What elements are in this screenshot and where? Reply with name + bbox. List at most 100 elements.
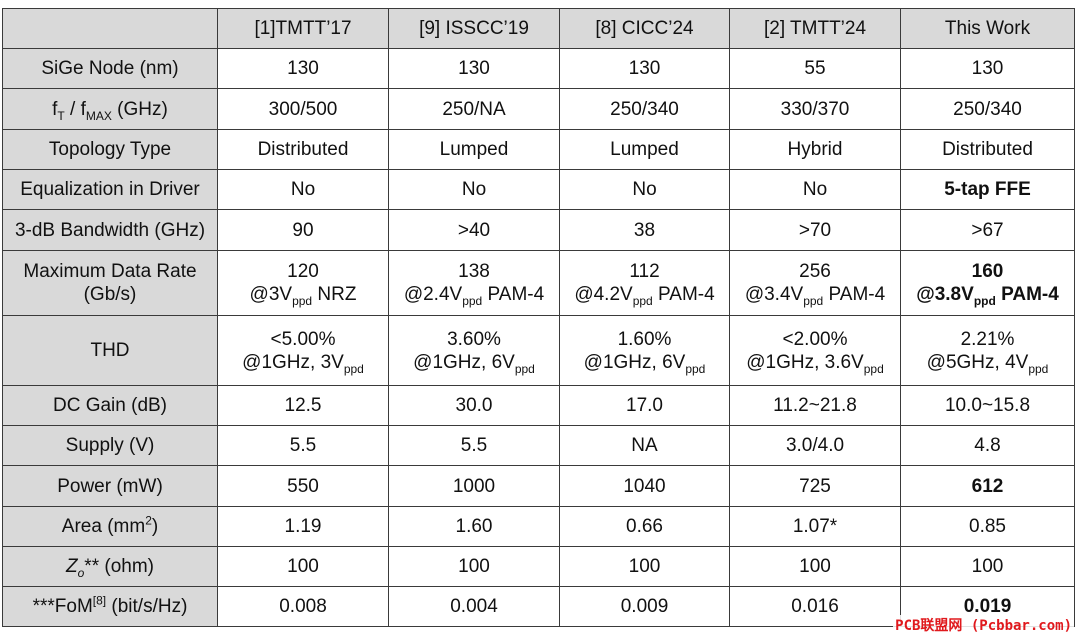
cell-line: 112 <box>629 261 660 282</box>
table-cell: 100 <box>900 546 1075 587</box>
cell-sub: ppd <box>462 293 483 308</box>
table-cell: 17.0 <box>559 385 730 426</box>
table-cell: 11.2~21.8 <box>729 385 901 426</box>
table-cell: 120 @3Vppd NRZ <box>217 250 389 316</box>
table-cell: 100 <box>217 546 389 587</box>
table-cell: 250/340 <box>900 88 1075 130</box>
table-cell-highlight: 5-tap FFE <box>900 169 1075 210</box>
table-cell-highlight: 612 <box>900 465 1075 507</box>
cell-text: PAM-4 <box>995 284 1059 305</box>
table-cell: 100 <box>388 546 560 587</box>
header-row: [1]TMTT’17 [9] ISSCC’19 [8] CICC’24 [2] … <box>2 8 1075 49</box>
cell-sub: ppd <box>292 293 313 308</box>
table-cell: 0.004 <box>388 586 560 627</box>
table-cell: 550 <box>217 465 389 507</box>
cell-text: @3.8V <box>916 284 974 305</box>
table-cell: 0.66 <box>559 506 730 547</box>
cell-text: PAM-4 <box>482 284 545 305</box>
row-label: Power (mW) <box>2 465 218 507</box>
cell-line: 120 <box>287 261 319 282</box>
table-cell: 130 <box>388 48 560 89</box>
label-line: Maximum Data Rate <box>23 261 197 282</box>
table-cell: 100 <box>559 546 730 587</box>
row-label: Area (mm2) <box>2 506 218 547</box>
table-cell: Distributed <box>900 129 1075 170</box>
corner-cell <box>2 8 218 49</box>
table-cell: 300/500 <box>217 88 389 130</box>
table-cell: 2.21% @5GHz, 4Vppd <box>900 315 1075 386</box>
table-cell: 250/NA <box>388 88 560 130</box>
table-row: fT / fMAX (GHz) 300/500 250/NA 250/340 3… <box>2 88 1075 130</box>
cell-line: @1GHz, 3.6Vppd <box>732 351 898 376</box>
table-cell: 330/370 <box>729 88 901 130</box>
cell-line: @1GHz, 3Vppd <box>220 351 386 376</box>
table-cell: 0.009 <box>559 586 730 627</box>
cell-text: @1GHz, 6V <box>583 351 686 373</box>
table-cell: 1040 <box>559 465 730 507</box>
table-cell: 0.85 <box>900 506 1075 547</box>
table-cell: Distributed <box>217 129 389 170</box>
cell-line: <5.00% <box>270 328 336 350</box>
label-sup: 2 <box>145 513 152 528</box>
label-text: ** (ohm) <box>84 556 154 577</box>
table-cell: 55 <box>729 48 901 89</box>
label-line: (Gb/s) <box>83 284 137 305</box>
cell-line: 256 <box>799 261 831 282</box>
table-cell: Lumped <box>388 129 560 170</box>
table-cell: 12.5 <box>217 385 389 426</box>
cell-line: @4.2Vppd PAM-4 <box>562 283 727 307</box>
row-label: 3-dB Bandwidth (GHz) <box>2 209 218 251</box>
table-cell: No <box>729 169 901 210</box>
table-row: Supply (V) 5.5 5.5 NA 3.0/4.0 4.8 <box>2 425 1075 466</box>
table-cell: >67 <box>900 209 1075 251</box>
table-cell: <2.00% @1GHz, 3.6Vppd <box>729 315 901 386</box>
table-cell: 256 @3.4Vppd PAM-4 <box>729 250 901 316</box>
cell-line: @3Vppd NRZ <box>220 283 386 308</box>
table-row: SiGe Node (nm) 130 130 130 55 130 <box>2 48 1075 89</box>
cell-sub: ppd <box>685 361 706 376</box>
table-row: Maximum Data Rate (Gb/s) 120 @3Vppd NRZ … <box>2 250 1075 316</box>
table-cell: No <box>559 169 730 210</box>
column-header: This Work <box>900 8 1075 49</box>
table-cell-highlight: 160 @3.8Vppd PAM-4 <box>900 250 1075 316</box>
table-cell: 100 <box>729 546 901 587</box>
label-text: / f <box>64 98 86 120</box>
table-cell: 0.016 <box>729 586 901 627</box>
label-sub: T <box>57 108 65 123</box>
row-label: Zo** (ohm) <box>2 546 218 587</box>
table-cell: <5.00% @1GHz, 3Vppd <box>217 315 389 386</box>
table-row: Equalization in Driver No No No No 5-tap… <box>2 169 1075 210</box>
table-cell: >40 <box>388 209 560 251</box>
cell-line: @3.4Vppd PAM-4 <box>732 283 898 307</box>
table-cell: 130 <box>217 48 389 89</box>
cell-sub: ppd <box>343 361 364 376</box>
cell-line: <2.00% <box>782 328 848 350</box>
label-sup: [8] <box>92 593 107 608</box>
row-label: Maximum Data Rate (Gb/s) <box>2 250 218 316</box>
table-cell: 38 <box>559 209 730 251</box>
column-header: [8] CICC’24 <box>559 8 730 49</box>
comparison-table: [1]TMTT’17 [9] ISSCC’19 [8] CICC’24 [2] … <box>2 8 1075 627</box>
cell-text: @4.2V <box>574 284 633 305</box>
cell-line: @3.8Vppd PAM-4 <box>903 283 1072 307</box>
label-sub: o <box>77 565 85 580</box>
table-cell: 4.8 <box>900 425 1075 466</box>
cell-line: 138 <box>458 261 490 282</box>
label-text: (GHz) <box>111 98 168 120</box>
column-header: [2] TMTT’24 <box>729 8 901 49</box>
cell-line: @1GHz, 6Vppd <box>391 351 557 376</box>
table-row: Topology Type Distributed Lumped Lumped … <box>2 129 1075 170</box>
cell-sub: ppd <box>514 361 535 376</box>
table-cell: 10.0~15.8 <box>900 385 1075 426</box>
cell-sub: ppd <box>863 361 884 376</box>
table-row: Power (mW) 550 1000 1040 725 612 <box>2 465 1075 507</box>
table-cell: 1.60% @1GHz, 6Vppd <box>559 315 730 386</box>
table-cell: 250/340 <box>559 88 730 130</box>
label-sub: MAX <box>85 108 112 123</box>
table-cell: 0.008 <box>217 586 389 627</box>
table-row: THD <5.00% @1GHz, 3Vppd 3.60% @1GHz, 6Vp… <box>2 315 1075 386</box>
watermark: PCB联盟网 (Pcbbar.com) <box>893 615 1074 635</box>
cell-text: @2.4V <box>403 284 463 305</box>
cell-text: PAM-4 <box>823 284 886 305</box>
label-text: Z <box>66 556 78 577</box>
